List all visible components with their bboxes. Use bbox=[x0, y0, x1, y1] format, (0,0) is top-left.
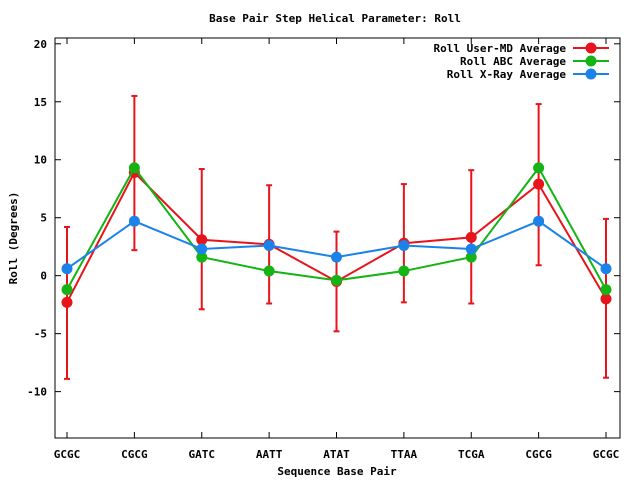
data-point bbox=[196, 243, 208, 255]
y-axis-title: Roll (Degrees) bbox=[7, 192, 20, 285]
data-point bbox=[533, 178, 545, 190]
data-point bbox=[196, 251, 208, 263]
x-tick-label: ATAT bbox=[323, 448, 350, 461]
y-tick-label: 0 bbox=[40, 270, 47, 283]
y-tick-label: -10 bbox=[27, 386, 47, 399]
x-tick-label: CGCG bbox=[525, 448, 552, 461]
data-point bbox=[465, 231, 477, 243]
y-tick-label: 5 bbox=[40, 212, 47, 225]
legend-swatch-marker bbox=[585, 68, 597, 80]
series-layer bbox=[61, 162, 612, 308]
data-point bbox=[600, 284, 612, 296]
x-axis: GCGC CGCG GATC AATT ATAT TTAA TCGA CGCG GCGC bbox=[54, 38, 620, 461]
x-tick-label: TCGA bbox=[458, 448, 485, 461]
data-point bbox=[600, 263, 612, 275]
x-tick-label: GCGC bbox=[593, 448, 620, 461]
data-point bbox=[61, 284, 73, 296]
y-tick-label: 15 bbox=[34, 96, 47, 109]
data-point bbox=[128, 215, 140, 227]
x-tick-label: GCGC bbox=[54, 448, 81, 461]
y-tick-label: -5 bbox=[34, 328, 47, 341]
legend-label: Roll ABC Average bbox=[460, 55, 566, 68]
x-tick-label: CGCG bbox=[121, 448, 148, 461]
data-point bbox=[61, 263, 73, 275]
x-tick-label: AATT bbox=[256, 448, 283, 461]
data-point bbox=[61, 296, 73, 308]
data-point bbox=[465, 251, 477, 263]
data-point bbox=[128, 162, 140, 174]
chart-title: Base Pair Step Helical Parameter: Roll bbox=[209, 12, 461, 25]
data-point bbox=[196, 234, 208, 246]
error-bars bbox=[64, 94, 609, 380]
x-axis-title: Sequence Base Pair bbox=[277, 465, 397, 478]
legend-label: Roll X-Ray Average bbox=[447, 68, 567, 81]
legend-swatch-marker bbox=[585, 42, 597, 54]
data-point bbox=[465, 243, 477, 255]
x-tick-label: GATC bbox=[189, 448, 216, 461]
data-point bbox=[600, 293, 612, 305]
plot-frame bbox=[54, 37, 621, 439]
data-point bbox=[533, 162, 545, 174]
x-tick-label: TTAA bbox=[391, 448, 418, 461]
data-point bbox=[263, 240, 275, 252]
data-point bbox=[263, 265, 275, 277]
legend-swatch-marker bbox=[585, 55, 597, 67]
series-3 bbox=[61, 215, 612, 275]
series-2 bbox=[61, 162, 612, 296]
y-axis: -10 -5 0 5 10 15 20 bbox=[27, 38, 620, 399]
y-tick-label: 10 bbox=[34, 154, 47, 167]
y-tick-label: 20 bbox=[34, 38, 47, 51]
data-point bbox=[398, 240, 410, 252]
data-point bbox=[398, 265, 410, 277]
data-point bbox=[331, 274, 342, 286]
legend-label: Roll User-MD Average bbox=[434, 42, 567, 55]
data-point bbox=[533, 215, 545, 227]
data-point bbox=[331, 251, 342, 263]
